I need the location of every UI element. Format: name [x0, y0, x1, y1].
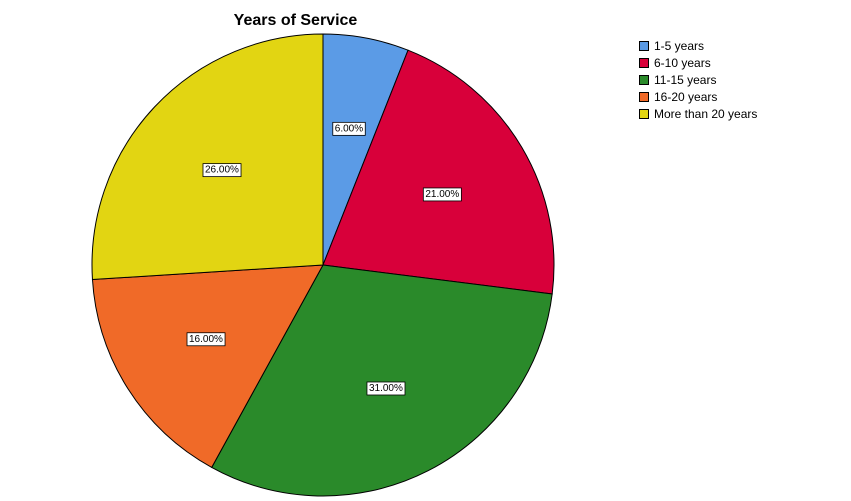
legend-label: 1-5 years: [654, 38, 705, 53]
pie-slice-16-20-years: [91, 264, 324, 469]
legend-label: More than 20 years: [654, 106, 758, 121]
legend-item-16-20-years: 16-20 years: [639, 88, 757, 105]
legend-item-11-15-years: 11-15 years: [639, 71, 757, 88]
data-label-text: 21.00%: [425, 189, 459, 200]
pie-slice-11-15-years: [211, 264, 553, 497]
data-label-1-5-years: 6.00%: [332, 121, 366, 136]
legend-item-more-than-20-years: More than 20 years: [639, 105, 757, 122]
data-label-box: [332, 121, 366, 136]
legend-item-6-10-years: 6-10 years: [639, 54, 757, 71]
legend-swatch: [639, 40, 649, 51]
data-label-box: [366, 381, 406, 396]
legend-item-1-5-years: 1-5 years: [639, 37, 757, 54]
legend-swatch: [639, 57, 649, 68]
legend-swatch: [639, 91, 649, 102]
data-label-16-20-years: 16.00%: [186, 332, 226, 347]
legend-label: 11-15 years: [654, 72, 717, 87]
data-label-text: 31.00%: [369, 383, 403, 394]
pie-slice-6-10-years: [322, 49, 555, 295]
data-label-box: [422, 187, 462, 202]
data-label-more-than-20-years: 26.00%: [202, 163, 242, 178]
legend-swatch: [639, 74, 649, 85]
pie-data-labels: 6.00% 21.00% 31.00% 16.00% 26.00%: [186, 121, 462, 396]
data-label-11-15-years: 31.00%: [366, 381, 406, 396]
legend-label: 6-10 years: [654, 55, 711, 70]
chart-title: Years of Service: [233, 12, 358, 29]
data-label-text: 26.00%: [205, 165, 239, 176]
data-label-text: 16.00%: [189, 334, 223, 345]
legend: 1-5 years 6-10 years 11-15 years 16-20 y…: [639, 37, 757, 122]
legend-swatch: [639, 108, 649, 119]
pie-slices: [91, 33, 555, 497]
data-label-text: 6.00%: [335, 123, 363, 134]
data-label-box: [186, 332, 226, 347]
legend-label: 16-20 years: [654, 89, 718, 104]
pie-slice-more-than-20-years: [91, 33, 324, 281]
data-label-box: [202, 163, 242, 178]
data-label-6-10-years: 21.00%: [422, 187, 462, 202]
